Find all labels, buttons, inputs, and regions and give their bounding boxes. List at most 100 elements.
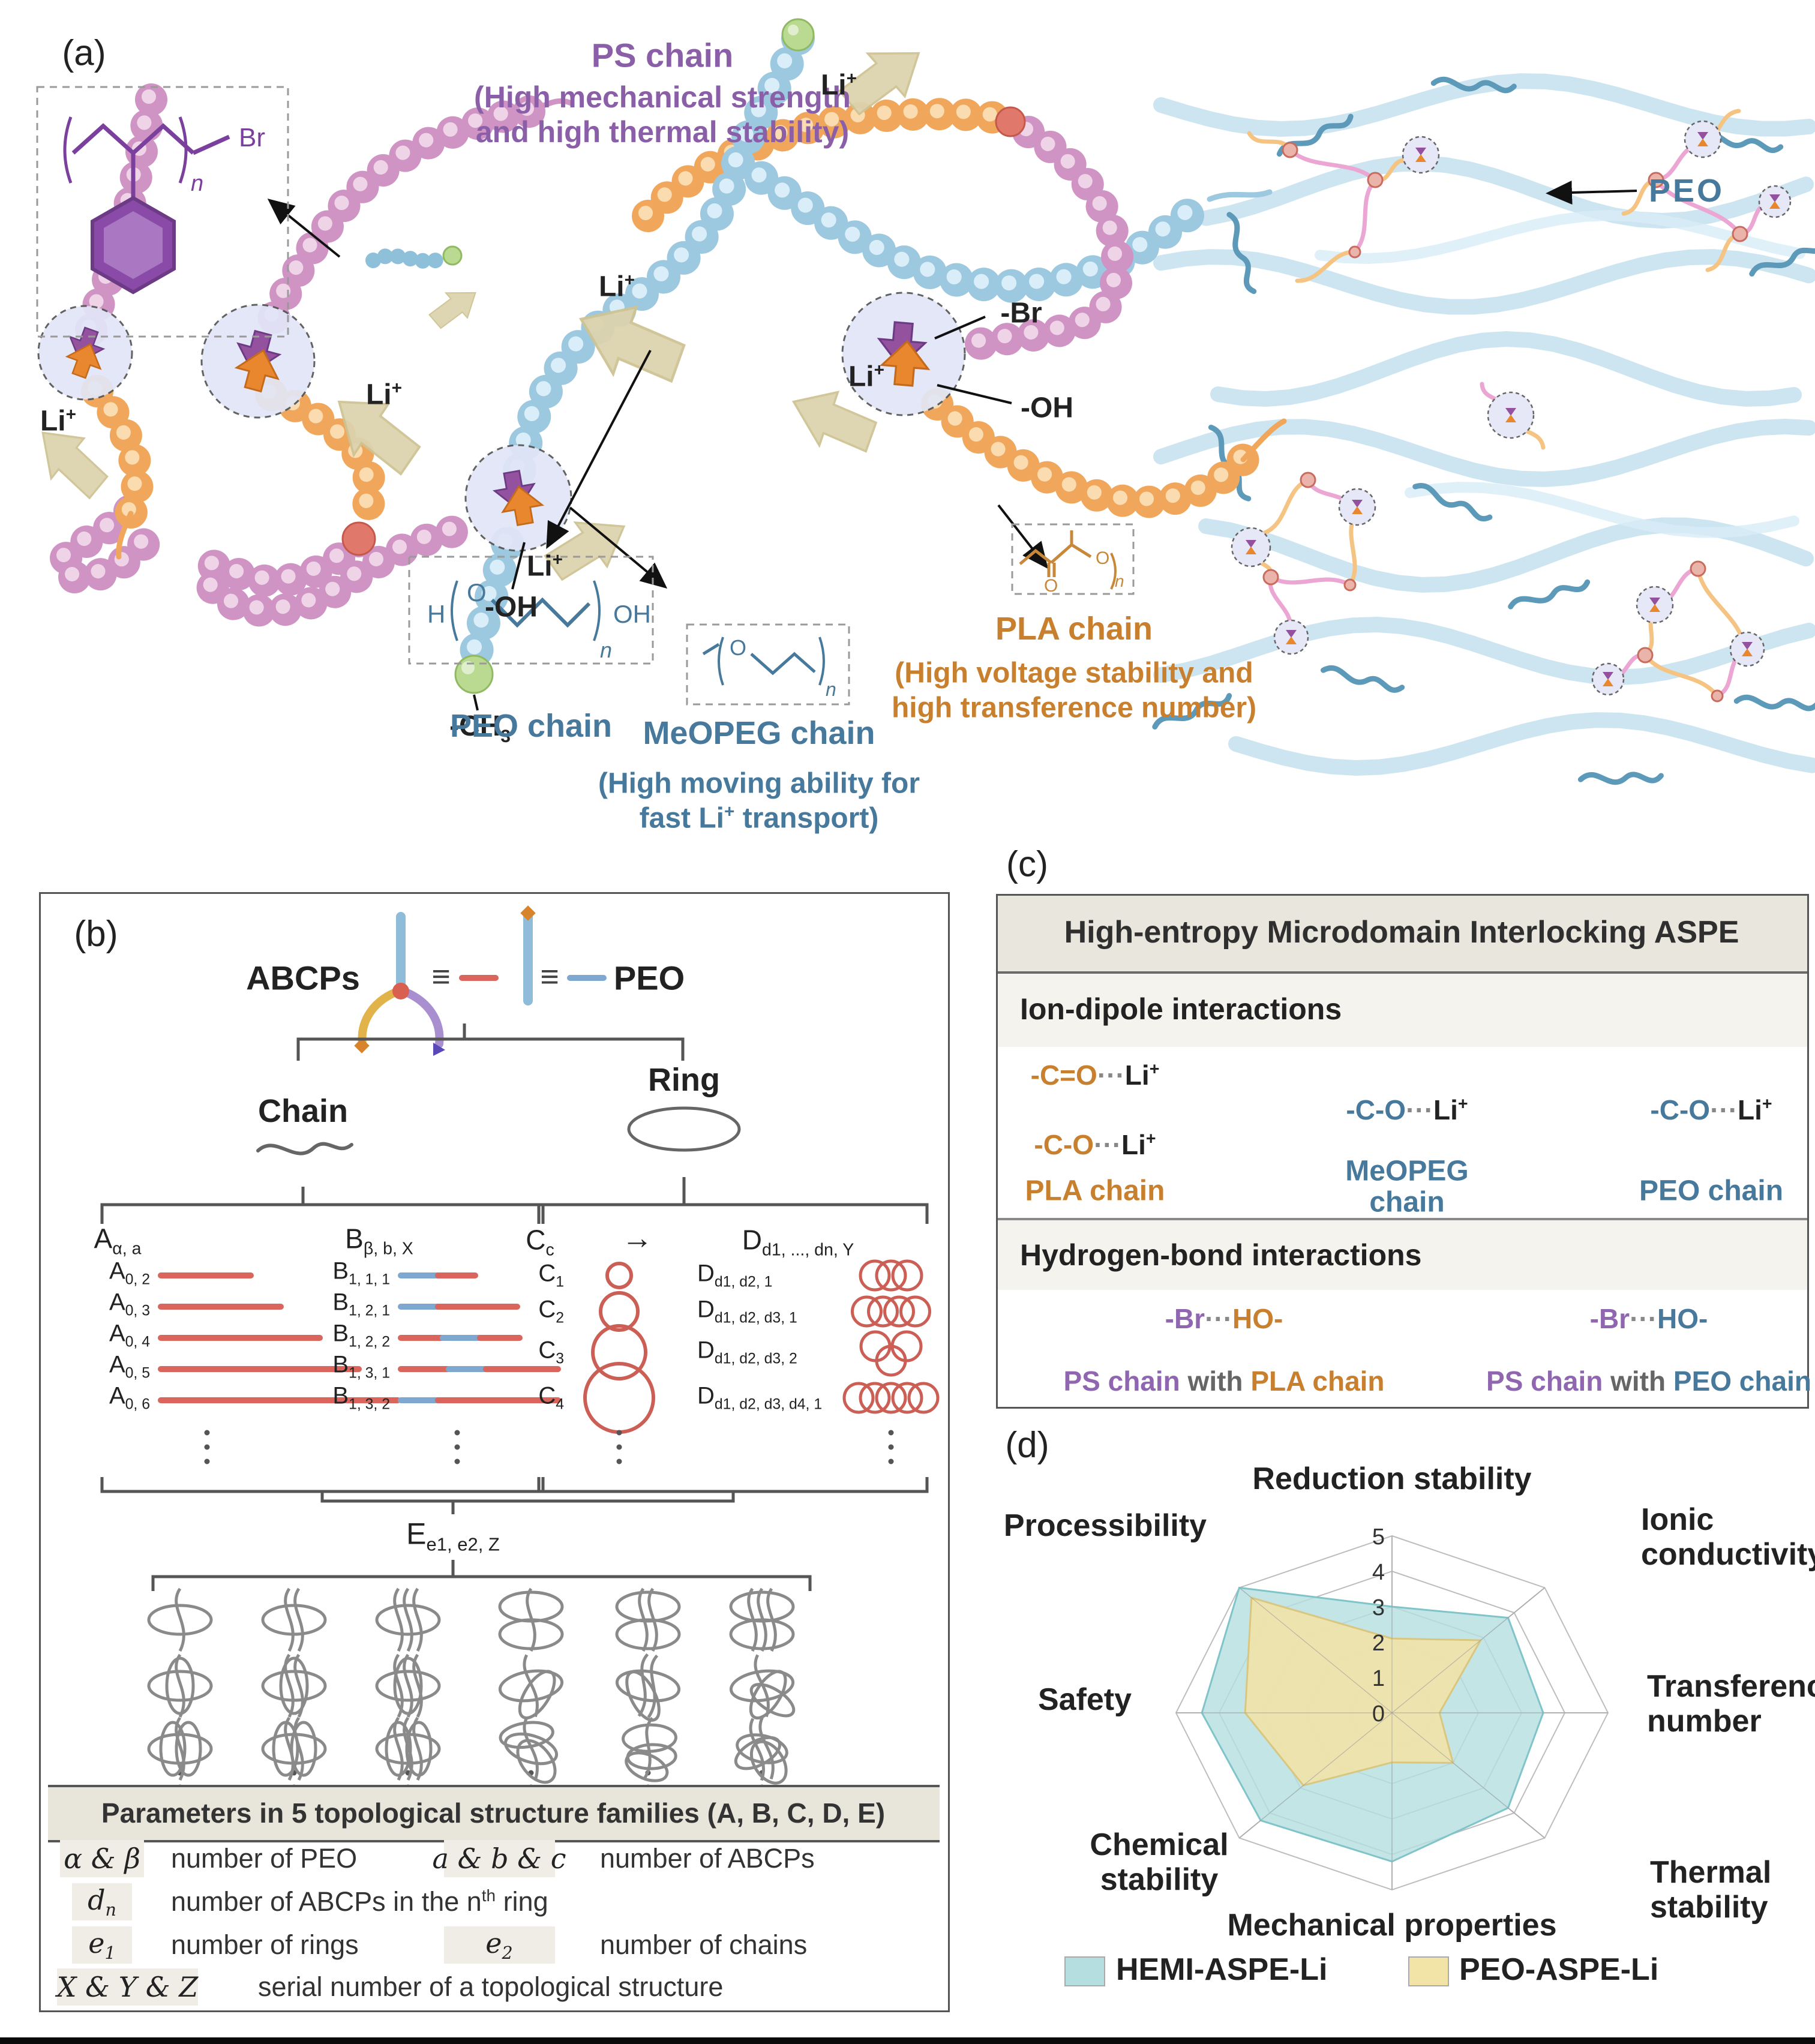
radar-chart: 0 1 2 3 4 5 Reduction stability Ionicconductivi… bbox=[1004, 1461, 1815, 1987]
panel-b-label: (b) bbox=[74, 913, 118, 954]
annotation-arrows bbox=[267, 181, 1637, 711]
family-a-item-label: A0, 2 bbox=[109, 1257, 150, 1288]
oh-label: -OH bbox=[1021, 392, 1073, 424]
family-d-item-label: Dd1, d2, d3, 2 bbox=[697, 1337, 797, 1367]
family-items bbox=[158, 1259, 940, 1805]
svg-text:Transference: Transference bbox=[1647, 1669, 1815, 1704]
param-key-bg bbox=[60, 1840, 144, 1877]
li-arrow bbox=[337, 400, 421, 476]
svg-text:conductivity: conductivity bbox=[1641, 1537, 1815, 1572]
li-arrow bbox=[578, 305, 686, 383]
param-key-bg bbox=[444, 1840, 555, 1877]
formula-boxes bbox=[36, 86, 1135, 706]
family-b-item-label: B1, 2, 2 bbox=[332, 1320, 390, 1350]
pla-chain-title: PLA chain bbox=[995, 611, 1153, 647]
svg-text:H: H bbox=[427, 600, 445, 628]
equiv-sign: ≡ bbox=[431, 959, 451, 995]
svg-text:n: n bbox=[191, 171, 203, 196]
li-arrow bbox=[41, 431, 109, 500]
family-d-item-label: Dd1, d2, d3, 1 bbox=[697, 1296, 797, 1326]
param-key: a & b & c bbox=[432, 1842, 566, 1875]
legend-swatch-PEO-ASPE-Li bbox=[1408, 1956, 1449, 1986]
svg-text:O: O bbox=[1096, 548, 1109, 568]
svg-text:Chemical: Chemical bbox=[1090, 1827, 1228, 1862]
bottom-rule bbox=[0, 2037, 1815, 2044]
blue-peo-chains bbox=[736, 160, 1273, 286]
family-c-item-label: C3 bbox=[538, 1337, 564, 1367]
param-desc: serial number of a topological structure bbox=[258, 1971, 724, 2002]
panel-a-label: (a) bbox=[62, 32, 106, 73]
li-ion-label: Li+ bbox=[820, 68, 857, 101]
ring-label: Ring bbox=[648, 1062, 720, 1098]
meopeg-formula: O n bbox=[702, 635, 836, 700]
meopeg-chain-title: MeOPEG chain bbox=[643, 715, 875, 751]
peo-chain-title: PEO chain bbox=[449, 708, 613, 744]
ion-dipole-formula: -C-O···Li+ bbox=[1034, 1129, 1156, 1160]
family-d-item-label: Dd1, d2, 1 bbox=[697, 1260, 773, 1290]
svg-text:Br: Br bbox=[239, 123, 265, 152]
svg-text:2: 2 bbox=[1372, 1631, 1385, 1656]
legend-swatch-HEMI-ASPE-Li bbox=[1064, 1956, 1105, 1986]
family-a-item-label: A0, 5 bbox=[109, 1351, 150, 1382]
topology-knot-grid bbox=[147, 1587, 796, 1785]
peo-formula: H O n OH bbox=[427, 578, 651, 662]
family-c-item-label: C1 bbox=[538, 1260, 564, 1290]
svg-text:3: 3 bbox=[1372, 1595, 1385, 1620]
legend-label: PEO-ASPE-Li bbox=[1459, 1952, 1658, 1987]
map-arrow: → bbox=[622, 1221, 653, 1256]
peo-pointer-arrow bbox=[1546, 181, 1637, 205]
svg-text:5: 5 bbox=[1372, 1524, 1385, 1550]
tree-braces bbox=[100, 1023, 929, 1591]
oh-label: -OH bbox=[485, 591, 538, 623]
li-arrow bbox=[428, 292, 476, 329]
ch3-label: -CH3 bbox=[449, 710, 511, 746]
svg-text:O: O bbox=[1044, 576, 1058, 596]
family-d-item-label: Dd1, d2, d3, d4, 1 bbox=[697, 1382, 823, 1413]
svg-text:OH: OH bbox=[613, 600, 651, 628]
family-b-item-label: B1, 3, 1 bbox=[332, 1351, 390, 1382]
small-meopeg-squiggle bbox=[373, 245, 463, 265]
family-c-item-label: C2 bbox=[538, 1296, 564, 1326]
panel-d-label: (d) bbox=[1005, 1424, 1049, 1465]
h-bond-bar bbox=[998, 1220, 1807, 1290]
svg-text:n: n bbox=[600, 638, 612, 662]
ion-dipole-bar bbox=[998, 974, 1807, 1047]
legend-label: HEMI-ASPE-Li bbox=[1116, 1952, 1327, 1987]
svg-text:stability: stability bbox=[1100, 1862, 1219, 1897]
br-label: -Br bbox=[1000, 297, 1042, 329]
family-c-item-label: C4 bbox=[538, 1382, 564, 1413]
junction-balls bbox=[341, 18, 1026, 694]
svg-text:Thermal: Thermal bbox=[1650, 1855, 1771, 1890]
ps-chain-desc-1: (High mechanical strength bbox=[474, 80, 851, 114]
param-desc: number of chains bbox=[600, 1929, 808, 1960]
h-bond-formula: -Br···HO- bbox=[1589, 1303, 1708, 1334]
chain-label: Chain bbox=[257, 1093, 349, 1129]
family-b-item-label: B1, 2, 1 bbox=[332, 1289, 390, 1319]
family-b-item-label: B1, 1, 1 bbox=[332, 1257, 390, 1288]
ion-dipole-chain-label: PEO chain bbox=[1639, 1175, 1784, 1207]
h-bond-chain-label: PS chain with PEO chain bbox=[1486, 1365, 1811, 1397]
svg-text:Processibility: Processibility bbox=[1004, 1508, 1207, 1543]
orange-pla-chains bbox=[95, 111, 1003, 560]
svg-text:stability: stability bbox=[1650, 1890, 1768, 1925]
panel-c-label: (c) bbox=[1006, 844, 1048, 884]
h-bond-formula: -Br···HO- bbox=[1165, 1303, 1283, 1334]
svg-text:number: number bbox=[1647, 1704, 1762, 1739]
pla-desc-1: (High voltage stability and bbox=[895, 657, 1253, 689]
meopeg-desc-2: fast Li+ transport) bbox=[639, 802, 879, 835]
svg-text:O: O bbox=[730, 635, 746, 660]
ion-dipole-formula: -C-O···Li+ bbox=[1650, 1094, 1772, 1125]
h-bond-chain-label: PS chain with PLA chain bbox=[1063, 1365, 1385, 1397]
svg-text:Reduction stability: Reduction stability bbox=[1252, 1461, 1531, 1496]
li-arrow bbox=[791, 391, 878, 453]
family-e-header: Ee1, e2, Z bbox=[406, 1517, 500, 1555]
abcps-label: ABCPs bbox=[246, 959, 360, 997]
interlocking-microdomains bbox=[37, 292, 966, 552]
family-b-item-label: B1, 3, 2 bbox=[332, 1382, 390, 1413]
li-ion-label: Li+ bbox=[848, 360, 885, 393]
family-d-header: Dd1, ..., dn, Y bbox=[742, 1224, 854, 1260]
microdomain-lock bbox=[464, 444, 572, 552]
param-desc: number of rings bbox=[171, 1929, 359, 1960]
